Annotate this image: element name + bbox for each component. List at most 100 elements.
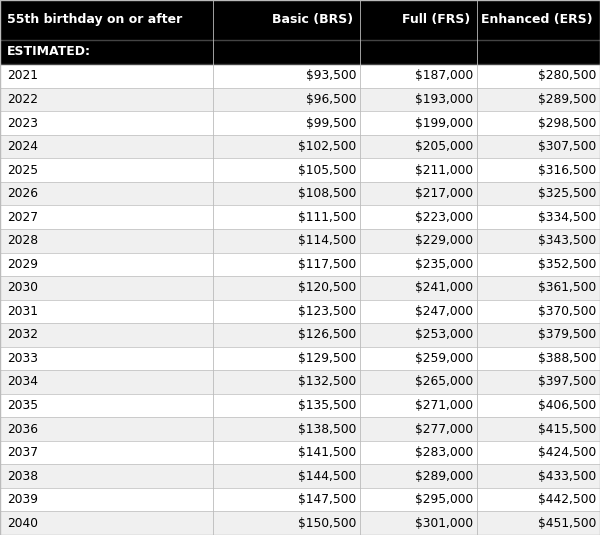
Bar <box>0 253 600 276</box>
Text: $280,500: $280,500 <box>538 70 596 82</box>
Text: 2021: 2021 <box>7 70 38 82</box>
Text: Full (FRS): Full (FRS) <box>401 13 470 26</box>
Text: $105,500: $105,500 <box>298 164 356 177</box>
Bar <box>0 135 600 158</box>
Text: 2038: 2038 <box>7 470 38 483</box>
Text: $93,500: $93,500 <box>306 70 356 82</box>
Text: $229,000: $229,000 <box>415 234 473 247</box>
Text: $108,500: $108,500 <box>298 187 356 200</box>
Text: 2022: 2022 <box>7 93 38 106</box>
Text: $388,500: $388,500 <box>538 352 596 365</box>
Text: Basic (BRS): Basic (BRS) <box>272 13 353 26</box>
Bar <box>0 276 600 300</box>
Text: 2031: 2031 <box>7 305 38 318</box>
Text: $129,500: $129,500 <box>298 352 356 365</box>
Bar <box>0 511 600 535</box>
Text: 2037: 2037 <box>7 446 38 459</box>
Text: 2023: 2023 <box>7 117 38 129</box>
Text: $150,500: $150,500 <box>298 517 356 530</box>
Text: $397,500: $397,500 <box>538 376 596 388</box>
Text: $132,500: $132,500 <box>298 376 356 388</box>
Text: $193,000: $193,000 <box>415 93 473 106</box>
Text: $117,500: $117,500 <box>298 258 356 271</box>
Bar <box>0 111 600 135</box>
Bar <box>0 488 600 511</box>
Text: $199,000: $199,000 <box>415 117 473 129</box>
Text: $147,500: $147,500 <box>298 493 356 506</box>
Text: $96,500: $96,500 <box>306 93 356 106</box>
Text: $265,000: $265,000 <box>415 376 473 388</box>
Text: 2034: 2034 <box>7 376 38 388</box>
Text: $187,000: $187,000 <box>415 70 473 82</box>
Text: $114,500: $114,500 <box>298 234 356 247</box>
Text: $120,500: $120,500 <box>298 281 356 294</box>
Text: $135,500: $135,500 <box>298 399 356 412</box>
Bar <box>0 205 600 229</box>
Text: 2029: 2029 <box>7 258 38 271</box>
Text: $307,500: $307,500 <box>538 140 596 153</box>
Bar <box>0 158 600 182</box>
Text: $361,500: $361,500 <box>538 281 596 294</box>
Text: $99,500: $99,500 <box>306 117 356 129</box>
Text: $211,000: $211,000 <box>415 164 473 177</box>
Text: $424,500: $424,500 <box>538 446 596 459</box>
Bar <box>0 40 600 64</box>
Text: $316,500: $316,500 <box>538 164 596 177</box>
Bar <box>0 464 600 488</box>
Text: $277,000: $277,000 <box>415 423 473 435</box>
Text: $205,000: $205,000 <box>415 140 473 153</box>
Text: $271,000: $271,000 <box>415 399 473 412</box>
Bar <box>0 229 600 253</box>
Text: 55th birthday on or after: 55th birthday on or after <box>7 13 182 26</box>
Text: $352,500: $352,500 <box>538 258 596 271</box>
Text: $259,000: $259,000 <box>415 352 473 365</box>
Text: $415,500: $415,500 <box>538 423 596 435</box>
Text: $301,000: $301,000 <box>415 517 473 530</box>
Text: $235,000: $235,000 <box>415 258 473 271</box>
Text: $223,000: $223,000 <box>415 211 473 224</box>
Bar <box>0 0 600 40</box>
Text: $123,500: $123,500 <box>298 305 356 318</box>
Text: $141,500: $141,500 <box>298 446 356 459</box>
Text: 2040: 2040 <box>7 517 38 530</box>
Text: $298,500: $298,500 <box>538 117 596 129</box>
Text: $451,500: $451,500 <box>538 517 596 530</box>
Text: $442,500: $442,500 <box>538 493 596 506</box>
Text: $111,500: $111,500 <box>298 211 356 224</box>
Text: $325,500: $325,500 <box>538 187 596 200</box>
Text: 2025: 2025 <box>7 164 38 177</box>
Bar <box>0 182 600 205</box>
Text: 2039: 2039 <box>7 493 38 506</box>
Text: 2028: 2028 <box>7 234 38 247</box>
Text: $247,000: $247,000 <box>415 305 473 318</box>
Text: $283,000: $283,000 <box>415 446 473 459</box>
Bar <box>0 394 600 417</box>
Text: 2027: 2027 <box>7 211 38 224</box>
Text: $144,500: $144,500 <box>298 470 356 483</box>
Text: 2024: 2024 <box>7 140 38 153</box>
Bar <box>0 88 600 111</box>
Bar <box>0 64 600 88</box>
Text: Enhanced (ERS): Enhanced (ERS) <box>481 13 593 26</box>
Bar <box>0 300 600 323</box>
Text: $289,000: $289,000 <box>415 470 473 483</box>
Text: 2033: 2033 <box>7 352 38 365</box>
Text: 2032: 2032 <box>7 328 38 341</box>
Bar <box>0 347 600 370</box>
Text: $433,500: $433,500 <box>538 470 596 483</box>
Bar <box>0 370 600 394</box>
Text: $343,500: $343,500 <box>538 234 596 247</box>
Text: 2026: 2026 <box>7 187 38 200</box>
Text: $138,500: $138,500 <box>298 423 356 435</box>
Text: ESTIMATED:: ESTIMATED: <box>7 45 91 58</box>
Text: 2030: 2030 <box>7 281 38 294</box>
Text: $217,000: $217,000 <box>415 187 473 200</box>
Text: $126,500: $126,500 <box>298 328 356 341</box>
Text: $295,000: $295,000 <box>415 493 473 506</box>
Text: $370,500: $370,500 <box>538 305 596 318</box>
Text: $334,500: $334,500 <box>538 211 596 224</box>
Bar <box>0 441 600 464</box>
Text: $253,000: $253,000 <box>415 328 473 341</box>
Bar <box>0 323 600 347</box>
Text: $102,500: $102,500 <box>298 140 356 153</box>
